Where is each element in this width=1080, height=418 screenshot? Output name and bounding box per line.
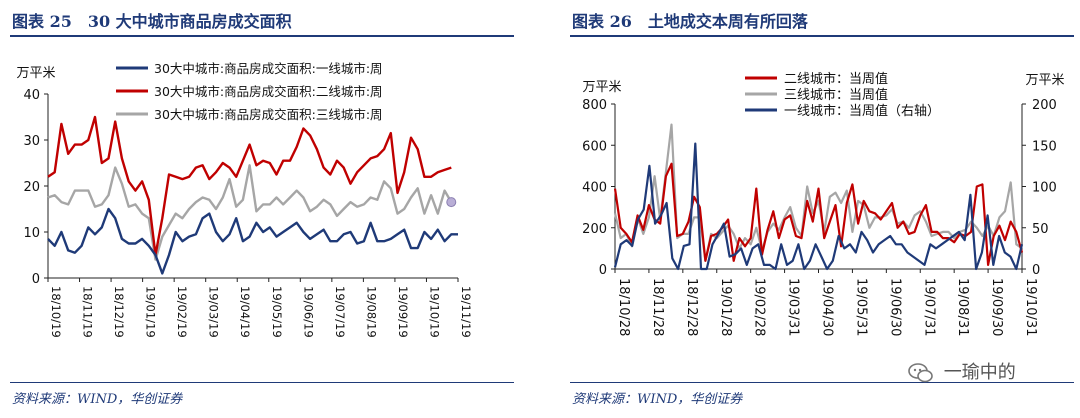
figure-26-bottom-rule: [570, 382, 1074, 383]
x-tick-label: 19/03/31: [786, 278, 801, 336]
chart-30-city-sales-area: 万平米 0 10 20 30 40 18/10/19 18/11/19 18/12/19 19/0…: [16, 61, 473, 338]
figure-25-panel: 图表 25 30 大中城市商品房成交面积 万平米 0 10 20 30 40 18/10/1…: [0, 0, 520, 418]
legend-label-0: 30大中城市:商品房成交面积:一线城市:周: [154, 61, 383, 76]
figure-26-panel: 图表 26 土地成交本周有所回落 万平米 万平米 0 200 400 600 800 0 50 1…: [560, 0, 1080, 418]
x-tick-label: 19/07/31: [921, 278, 936, 336]
y-left-tick-label: 0: [599, 263, 607, 278]
x-tick-label: 18/12/28: [684, 278, 699, 336]
y-right-tick-label: 50: [1032, 222, 1049, 237]
watermark: 一瑜中的: [908, 358, 1016, 384]
x-tick-label: 19/10/31: [1023, 278, 1038, 336]
x-tick-label: 19/06/19: [301, 286, 315, 338]
y-right-tick-label: 200: [1032, 98, 1057, 113]
y-tick-label: 30: [23, 134, 40, 149]
x-tick-label: 19/03/19: [207, 286, 221, 338]
y-right-tick-label: 150: [1032, 139, 1057, 154]
x-tick-label: 19/11/19: [459, 286, 473, 338]
y-right-tick-label: 0: [1032, 263, 1040, 278]
x-tick-label: 19/01/28: [718, 278, 733, 336]
x-tick-label: 19/07/19: [333, 286, 347, 338]
watermark-text: 一瑜中的: [943, 362, 1016, 383]
legend-label-2: 30大中城市:商品房成交面积:三线城市:周: [154, 107, 383, 122]
x-tick-label: 19/04/30: [820, 278, 835, 336]
y-left-tick-label: 400: [582, 181, 607, 196]
series-end-marker: [446, 197, 457, 208]
series-line-2: [47, 164, 453, 261]
chart25-axes: [44, 93, 459, 282]
series-line-2: [613, 142, 1024, 271]
y-left-tick-label: 800: [582, 98, 607, 113]
figure-26-title: 图表 26 土地成交本周有所回落: [572, 12, 808, 31]
x-tick-label: 18/10/19: [49, 286, 63, 338]
y-tick-label: 10: [23, 226, 40, 241]
x-tick-label: 18/11/19: [81, 286, 95, 338]
y-right-unit-label: 万平米: [1025, 73, 1064, 88]
x-tick-label: 19/08/31: [955, 278, 970, 336]
legend-label-0: 二线城市：当周值: [784, 71, 888, 87]
series-line-1: [47, 115, 452, 257]
y-tick-label: 0: [32, 272, 40, 287]
x-tick-label: 19/09/30: [989, 278, 1004, 336]
x-tick-label: 19/06/30: [887, 278, 902, 336]
y-right-tick-label: 100: [1032, 181, 1057, 196]
legend-label-1: 30大中城市:商品房成交面积:二线城市:周: [154, 84, 383, 99]
figure-25-bottom-rule: [10, 382, 514, 383]
figure-25-top-rule: [10, 35, 514, 37]
y-tick-label: 40: [23, 88, 40, 103]
y-left-unit-label: 万平米: [582, 80, 621, 95]
x-tick-label: 19/08/19: [364, 286, 378, 338]
y-left-tick-label: 600: [582, 139, 607, 154]
series-line-0: [613, 162, 1024, 266]
x-tick-label: 19/10/19: [427, 286, 441, 338]
chart26-axes: [611, 103, 1026, 273]
y-left-tick-label: 200: [582, 222, 607, 237]
x-tick-label: 19/02/19: [175, 286, 189, 338]
x-tick-label: 18/11/28: [650, 278, 665, 336]
legend-label-2: 一线城市：当周值（右轴）: [784, 103, 940, 119]
x-tick-label: 19/01/19: [144, 286, 158, 338]
y-unit-label: 万平米: [16, 66, 55, 81]
figure-26-source: 资料来源：WIND，华创证券: [572, 392, 743, 407]
x-tick-label: 18/12/19: [112, 286, 126, 338]
wechat-icon: [908, 363, 933, 383]
x-tick-label: 19/09/19: [396, 286, 410, 338]
chart-land-transactions: 万平米 万平米 0 200 400 600 800 0 50 100 150 200 18/10/28 1…: [582, 71, 1064, 336]
x-tick-label: 18/10/28: [616, 278, 631, 336]
series-line-0: [47, 207, 458, 275]
x-tick-label: 19/05/19: [270, 286, 284, 338]
legend-label-1: 三线城市：当周值: [784, 87, 888, 103]
figure-25-source: 资料来源：WIND，华创证券: [12, 392, 183, 407]
figure-26-top-rule: [570, 35, 1074, 37]
x-tick-label: 19/05/31: [853, 278, 868, 336]
figure-25-title: 图表 25 30 大中城市商品房成交面积: [12, 12, 292, 31]
y-tick-label: 20: [23, 180, 40, 195]
x-tick-label: 19/04/19: [238, 286, 252, 338]
x-tick-label: 19/02/28: [752, 278, 767, 336]
